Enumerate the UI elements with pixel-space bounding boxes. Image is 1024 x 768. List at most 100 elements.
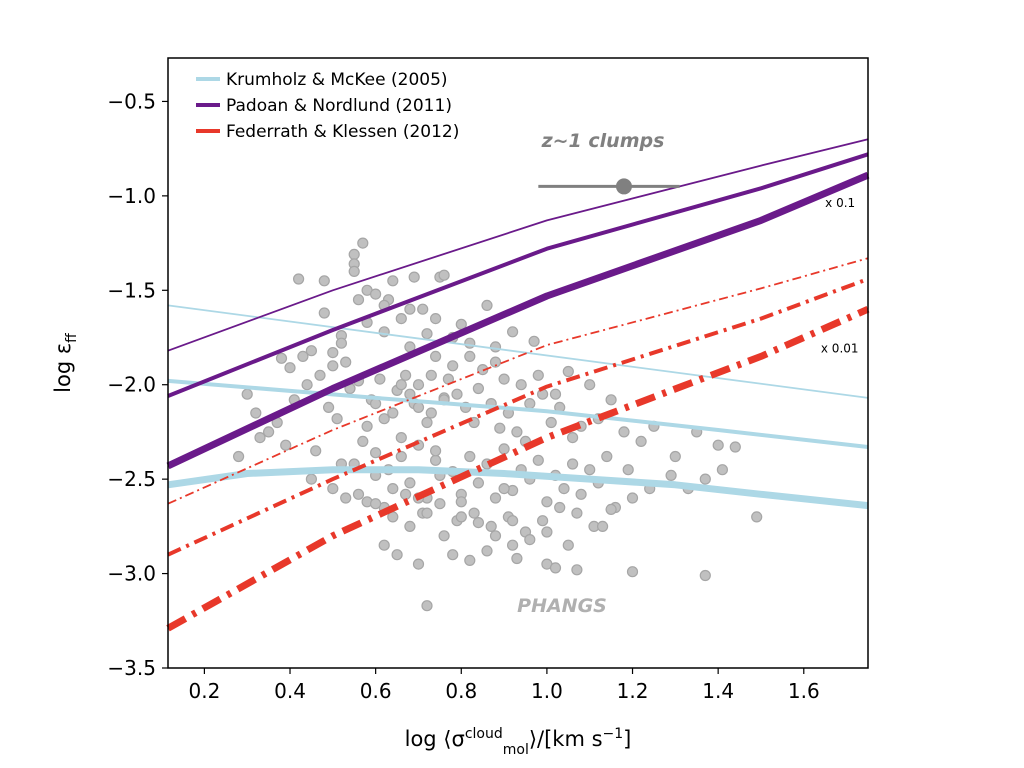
- phangs-point: [314, 369, 326, 381]
- phangs-point: [331, 413, 343, 425]
- phangs-point: [498, 443, 510, 455]
- phangs-point: [233, 450, 245, 463]
- phangs-point: [528, 335, 540, 347]
- x-tick-label: 0.8: [445, 679, 477, 703]
- phangs-point: [348, 265, 360, 277]
- phangs-point: [524, 533, 536, 546]
- phangs-point: [305, 473, 317, 485]
- phangs-point: [545, 416, 557, 429]
- phangs-point: [297, 350, 309, 362]
- phangs-point: [374, 373, 386, 385]
- phangs-point: [395, 379, 407, 391]
- phangs-point: [506, 515, 519, 527]
- curve-federrath-thick: [166, 305, 870, 632]
- x-tick-label: 1.2: [617, 679, 649, 703]
- phangs-point: [340, 492, 352, 504]
- phangs-point: [434, 498, 446, 510]
- phangs-point: [395, 450, 407, 463]
- phangs-point: [280, 439, 292, 451]
- phangs-point: [340, 356, 352, 368]
- phangs-point: [601, 450, 613, 463]
- y-axis-title: log εff: [51, 333, 80, 393]
- phangs-point: [669, 450, 681, 463]
- phangs-point: [489, 356, 502, 368]
- phangs-point: [318, 307, 330, 319]
- phangs-point: [635, 435, 647, 447]
- phangs-point: [489, 341, 502, 353]
- phangs-point: [408, 271, 420, 283]
- phangs-point: [511, 552, 523, 565]
- x-tick-label: 0.4: [274, 679, 306, 703]
- phangs-point: [464, 337, 476, 349]
- phangs-point: [554, 501, 566, 514]
- phangs-point: [284, 362, 296, 374]
- phangs-point: [357, 237, 369, 249]
- phangs-point: [524, 398, 536, 410]
- phangs-point: [352, 294, 365, 306]
- phangs-point: [464, 350, 476, 362]
- legend-label-krumholz: Krumholz & McKee (2005): [226, 70, 448, 90]
- phangs-point: [506, 539, 519, 551]
- phangs-point: [596, 520, 609, 533]
- phangs-point: [430, 313, 442, 325]
- phangs-point: [378, 413, 390, 425]
- phangs-point: [275, 352, 288, 364]
- phangs-point: [348, 248, 360, 260]
- curve-federrath-medium: [167, 277, 869, 557]
- phangs-point: [584, 379, 596, 391]
- phangs-point: [515, 379, 527, 391]
- phangs-point: [665, 469, 677, 481]
- phangs-point: [481, 545, 493, 557]
- phangs-point: [716, 464, 729, 476]
- curve-krumholz-medium: [167, 378, 869, 449]
- phangs-point: [536, 515, 549, 527]
- phangs-point: [421, 328, 433, 340]
- phangs-point: [395, 313, 407, 325]
- scale-annotation: x 0.01: [821, 342, 859, 356]
- phangs-point: [605, 394, 617, 406]
- phangs-point: [584, 464, 596, 476]
- phangs-point: [387, 483, 399, 495]
- y-tick-label: −0.5: [107, 89, 156, 113]
- phangs-point: [327, 483, 339, 495]
- phangs-point: [417, 303, 429, 315]
- phangs-point: [464, 554, 476, 567]
- x-tick-label: 0.6: [360, 679, 392, 703]
- phangs-point: [412, 558, 425, 570]
- phangs-point: [357, 435, 369, 447]
- phangs-point: [421, 600, 433, 612]
- phangs-point: [472, 477, 484, 489]
- phangs-point: [421, 416, 433, 429]
- phangs-point: [310, 445, 322, 457]
- phangs-point: [485, 520, 497, 533]
- phangs-point: [391, 549, 403, 561]
- phangs-point: [352, 488, 365, 500]
- phangs-point: [412, 401, 425, 413]
- plot-frame: [167, 57, 869, 669]
- phangs-point: [751, 511, 763, 523]
- y-tick-label: −2.0: [107, 373, 156, 397]
- phangs-point: [571, 507, 583, 519]
- phangs-point: [511, 426, 523, 438]
- phangs-point: [541, 496, 553, 508]
- phangs-point: [387, 407, 399, 419]
- clump-label: z~1 clumps: [541, 130, 665, 152]
- phangs-point: [400, 369, 412, 381]
- phangs-point: [305, 345, 317, 357]
- phangs-point: [395, 432, 407, 444]
- phangs-point: [361, 420, 373, 432]
- phangs-point: [489, 492, 502, 504]
- phangs-point: [455, 496, 467, 508]
- phangs-point: [575, 488, 587, 500]
- phangs-point: [498, 373, 510, 385]
- phangs-point: [566, 432, 579, 444]
- phangs-point: [404, 477, 416, 489]
- phangs-point: [699, 569, 711, 582]
- y-tick-label: −1.0: [107, 184, 156, 208]
- phangs-point: [699, 473, 711, 485]
- phangs-point: [327, 347, 339, 359]
- phangs-point: [566, 458, 579, 470]
- phangs-point: [438, 530, 450, 542]
- curve-padoan-thick: [166, 171, 870, 470]
- phangs-point: [489, 530, 502, 542]
